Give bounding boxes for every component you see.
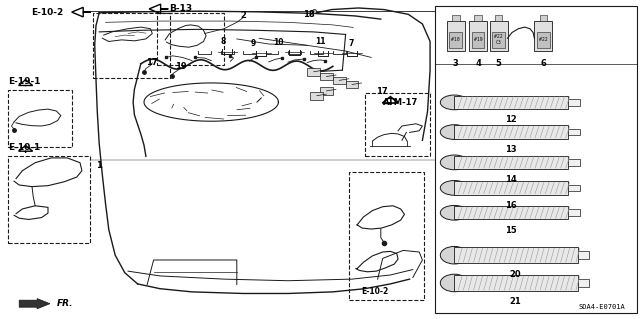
Text: 8: 8 xyxy=(220,37,225,46)
Bar xyxy=(320,73,333,80)
Text: E-10-2: E-10-2 xyxy=(31,8,63,17)
Bar xyxy=(474,15,482,21)
Text: 7: 7 xyxy=(348,39,353,48)
Text: #19: #19 xyxy=(474,37,483,42)
Bar xyxy=(454,275,578,291)
Text: 9: 9 xyxy=(250,40,255,48)
Text: 20: 20 xyxy=(509,270,522,278)
Text: #22
C3: #22 C3 xyxy=(494,34,503,45)
Bar xyxy=(472,32,484,48)
Text: #22: #22 xyxy=(539,37,548,42)
Ellipse shape xyxy=(440,181,468,195)
Text: 14: 14 xyxy=(505,175,516,184)
Text: 17: 17 xyxy=(376,87,388,96)
Text: 2: 2 xyxy=(240,11,246,20)
Bar xyxy=(578,251,589,259)
Ellipse shape xyxy=(440,95,468,110)
Ellipse shape xyxy=(440,125,468,139)
Bar xyxy=(320,87,333,95)
Bar xyxy=(346,81,358,88)
Bar xyxy=(454,206,568,219)
Text: B-13: B-13 xyxy=(170,4,193,13)
Text: 18: 18 xyxy=(303,10,314,19)
FancyArrow shape xyxy=(19,299,50,309)
Text: E-10-1: E-10-1 xyxy=(8,144,40,152)
Bar xyxy=(349,172,424,300)
Text: E-10-2: E-10-2 xyxy=(362,287,389,296)
Text: 1: 1 xyxy=(96,161,102,170)
Text: 15: 15 xyxy=(505,226,516,235)
Text: E-19-1: E-19-1 xyxy=(8,77,40,86)
Text: 16: 16 xyxy=(505,201,516,210)
Bar xyxy=(454,96,568,109)
Bar xyxy=(307,68,320,76)
Bar xyxy=(578,279,589,287)
Text: 10: 10 xyxy=(273,38,284,47)
Bar xyxy=(540,15,547,21)
Text: FR.: FR. xyxy=(56,299,73,308)
Text: 17: 17 xyxy=(147,58,158,67)
Ellipse shape xyxy=(440,205,468,220)
Bar xyxy=(449,32,462,48)
Bar xyxy=(454,125,568,139)
Bar xyxy=(435,6,637,313)
Bar xyxy=(568,99,580,106)
Text: SDA4-E0701A: SDA4-E0701A xyxy=(578,304,625,310)
Bar xyxy=(333,77,346,84)
Bar xyxy=(310,92,323,100)
Ellipse shape xyxy=(440,247,468,264)
Bar xyxy=(454,247,578,263)
Text: 3: 3 xyxy=(453,59,458,68)
Text: 6: 6 xyxy=(540,59,547,68)
Bar xyxy=(490,21,508,51)
Bar xyxy=(534,21,552,51)
Bar xyxy=(492,32,505,48)
Ellipse shape xyxy=(440,274,468,292)
Bar xyxy=(452,15,460,21)
Text: 13: 13 xyxy=(505,145,516,154)
Text: 5: 5 xyxy=(495,59,502,68)
Bar xyxy=(495,15,502,21)
Bar xyxy=(8,156,90,243)
Text: 21: 21 xyxy=(509,297,522,306)
Text: ATM-17: ATM-17 xyxy=(383,98,418,107)
Bar xyxy=(454,156,568,169)
Bar xyxy=(568,184,580,191)
Bar xyxy=(157,13,224,65)
Bar xyxy=(568,129,580,136)
Bar xyxy=(365,93,430,156)
Bar xyxy=(8,90,72,147)
Bar xyxy=(469,21,487,51)
Bar xyxy=(537,32,550,48)
Bar xyxy=(568,159,580,166)
Bar xyxy=(447,21,465,51)
Text: 4: 4 xyxy=(475,59,481,68)
Bar xyxy=(93,13,170,78)
Text: 12: 12 xyxy=(505,115,516,124)
Text: 19: 19 xyxy=(175,63,186,71)
Text: #10: #10 xyxy=(451,37,460,42)
Bar xyxy=(454,181,568,195)
Ellipse shape xyxy=(440,155,468,170)
Text: 11: 11 xyxy=(315,37,325,46)
Bar xyxy=(568,209,580,216)
